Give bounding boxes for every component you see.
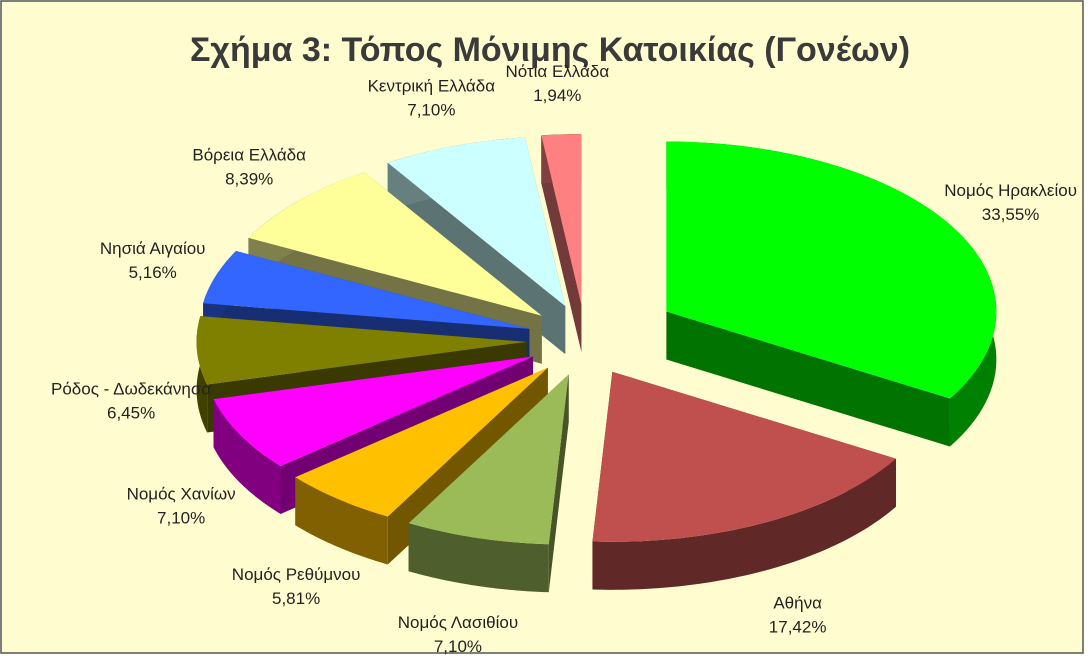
pie-slice bbox=[408, 374, 569, 593]
slice-top bbox=[541, 134, 582, 305]
data-label-value: 33,55% bbox=[982, 205, 1040, 224]
slice-top bbox=[196, 316, 527, 385]
pie-slice bbox=[666, 141, 997, 447]
data-label-name: Βόρεια Ελλάδα bbox=[192, 145, 306, 164]
data-label-name: Νησιά Αιγαίου bbox=[100, 239, 206, 258]
slice-outer-wall bbox=[295, 477, 388, 565]
slice-top bbox=[295, 367, 548, 517]
data-label-value: 7,10% bbox=[407, 101, 455, 120]
data-label-name: Ρόδος - Δωδεκάνησα bbox=[51, 380, 211, 399]
data-label-value: 5,81% bbox=[272, 589, 320, 608]
data-label-name: Νομός Ηρακλείου bbox=[944, 181, 1077, 200]
slice-top bbox=[666, 141, 997, 399]
data-label-value: 5,16% bbox=[129, 263, 177, 282]
slice-top bbox=[592, 371, 896, 542]
data-label-name: Αθήνα bbox=[773, 594, 822, 613]
data-label-value: 7,10% bbox=[157, 508, 205, 527]
data-label-value: 17,42% bbox=[769, 618, 827, 637]
slice-radial-wall bbox=[541, 135, 582, 353]
data-label-name: Νομός Ρεθύμνου bbox=[232, 565, 361, 584]
data-label-value: 1,94% bbox=[533, 86, 581, 105]
chart-title: Σχήμα 3: Τόπος Μόνιμης Κατοικίας (Γονέων… bbox=[190, 31, 910, 69]
slice-outer-wall bbox=[408, 523, 549, 593]
slice-top bbox=[387, 137, 566, 307]
slice-radial-wall bbox=[666, 311, 950, 447]
slice-radial-wall bbox=[548, 374, 569, 593]
data-label-value: 7,10% bbox=[434, 637, 482, 656]
slice-top bbox=[248, 172, 542, 316]
pie-slice bbox=[541, 134, 582, 353]
slice-outer-wall bbox=[213, 399, 281, 514]
data-label-name: Νότια Ελλάδα bbox=[505, 62, 609, 81]
data-label-name: Νομός Χανίων bbox=[127, 484, 236, 503]
slice-top bbox=[408, 374, 569, 545]
data-label-value: 6,45% bbox=[107, 404, 155, 423]
data-label-name: Κεντρική Ελλάδα bbox=[368, 77, 496, 96]
slice-outer-wall bbox=[592, 458, 896, 590]
slice-top bbox=[213, 356, 534, 466]
data-label-name: Νομός Λασιθίου bbox=[398, 613, 518, 632]
slice-top bbox=[203, 251, 530, 329]
data-label-value: 8,39% bbox=[225, 169, 273, 188]
pie-slice bbox=[592, 371, 896, 590]
